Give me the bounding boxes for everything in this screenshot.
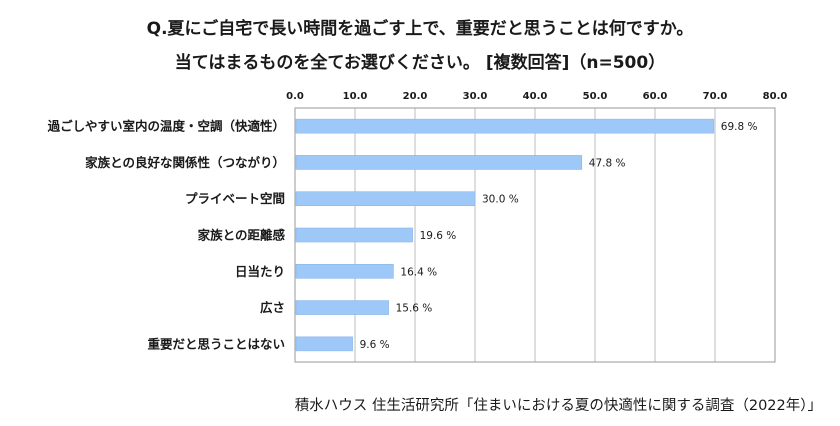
x-tick-label: 0.0 bbox=[286, 91, 304, 102]
data-label: 30.0 % bbox=[482, 194, 519, 206]
category-label: 過ごしやすい室内の温度・空調（快適性） bbox=[47, 119, 285, 134]
data-label: 19.6 % bbox=[420, 230, 457, 242]
x-tick-label: 10.0 bbox=[343, 91, 368, 102]
bar bbox=[295, 300, 389, 315]
x-tick-label: 40.0 bbox=[523, 91, 548, 102]
bar bbox=[295, 336, 353, 352]
x-tick-labels: 0.0 10.0 20.0 30.0 40.0 50.0 60.0 70.0 80.0 bbox=[286, 91, 787, 102]
bar bbox=[295, 118, 715, 134]
x-tick-label: 20.0 bbox=[403, 91, 428, 102]
plot-area-frame bbox=[294, 107, 776, 363]
x-tick-label: 70.0 bbox=[703, 91, 728, 102]
data-label: 16.4 % bbox=[400, 266, 437, 278]
category-label: 日当たり bbox=[235, 264, 285, 279]
data-label: 47.8 % bbox=[589, 157, 626, 169]
x-tick-label: 30.0 bbox=[463, 91, 488, 102]
x-tick-label: 60.0 bbox=[643, 91, 668, 102]
bars bbox=[295, 118, 715, 352]
data-label: 69.8 % bbox=[721, 121, 758, 133]
category-label: 家族との良好な関係性（つながり） bbox=[85, 155, 285, 170]
category-labels: 過ごしやすい室内の温度・空調（快適性） 家族との良好な関係性（つながり） プライベー… bbox=[47, 119, 286, 352]
value-labels: 69.8 % 47.8 % 30.0 % 19.6 % 16.4 % 15.6 % 9.6 … bbox=[360, 121, 758, 351]
x-tick-label: 80.0 bbox=[763, 91, 788, 102]
bar bbox=[295, 227, 413, 243]
category-label: 重要だと思うことはない bbox=[147, 336, 285, 351]
bar bbox=[295, 191, 476, 207]
data-label: 9.6 % bbox=[360, 339, 390, 351]
chart-title-line-2: 当てはまるものを全てお選びください。 [複数回答]（n=500） bbox=[174, 53, 666, 73]
category-label: プライベート空間 bbox=[185, 191, 285, 206]
chart-title-line-1: Q.夏にご自宅で長い時間を過ごす上で、重要だと思うことは何ですか。 bbox=[146, 19, 694, 39]
category-label: 広さ bbox=[260, 300, 285, 315]
source-note: 積水ハウス 住生活研究所「住まいにおける夏の快適性に関する調査（2022年）」 bbox=[294, 398, 822, 414]
category-label: 家族との距離感 bbox=[198, 228, 286, 243]
x-tick-label: 50.0 bbox=[583, 91, 608, 102]
bar bbox=[295, 263, 394, 279]
data-label: 15.6 % bbox=[396, 303, 433, 315]
bar bbox=[295, 155, 583, 170]
